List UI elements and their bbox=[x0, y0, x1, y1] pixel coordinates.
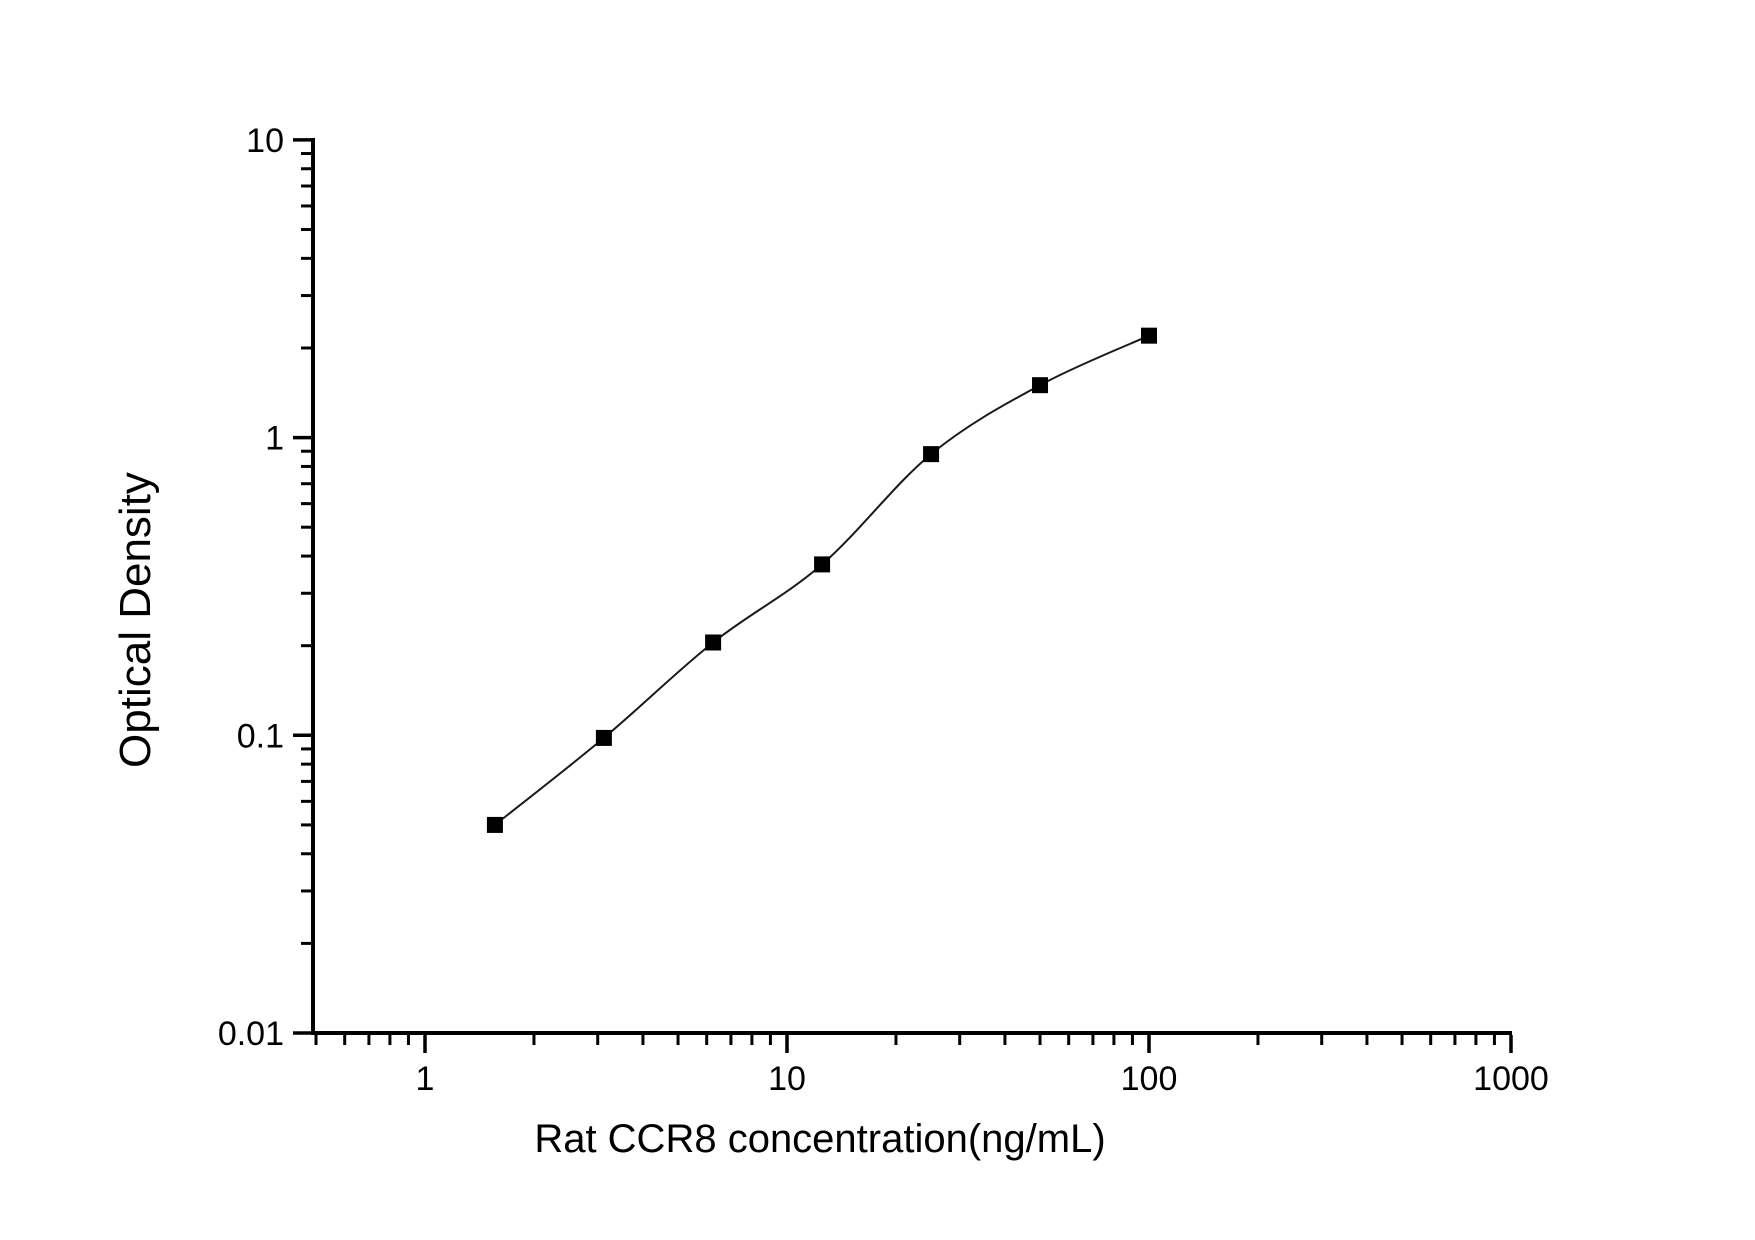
y-tick-label: 10 bbox=[246, 122, 284, 160]
data-point-marker bbox=[486, 816, 503, 833]
x-tick-label: 1000 bbox=[1473, 1060, 1549, 1098]
x-tick-label: 1 bbox=[416, 1060, 435, 1098]
x-tick-label: 100 bbox=[1121, 1060, 1178, 1098]
x-axis-title: Rat CCR8 concentration(ng/mL) bbox=[534, 1117, 1105, 1161]
x-tick-label: 10 bbox=[768, 1060, 806, 1098]
y-tick-label: 0.01 bbox=[218, 1015, 284, 1053]
data-point-marker bbox=[814, 556, 831, 573]
axes-layer: 1 10 100 1000 0.01 0.1 1 10 bbox=[218, 122, 1549, 1098]
data-point-marker bbox=[1032, 377, 1049, 394]
data-point-marker bbox=[1141, 327, 1157, 344]
y-axis-title: Optical Density bbox=[111, 472, 160, 768]
fit-curve bbox=[494, 334, 1150, 826]
data-point-marker bbox=[705, 634, 722, 651]
series-layer bbox=[486, 327, 1157, 833]
data-point-marker bbox=[923, 446, 940, 463]
data-point-marker bbox=[595, 729, 612, 746]
y-tick-label: 0.1 bbox=[237, 717, 284, 755]
y-tick-label: 1 bbox=[265, 420, 284, 458]
